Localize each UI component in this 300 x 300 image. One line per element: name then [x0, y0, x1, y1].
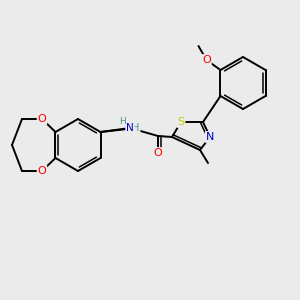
Text: O: O — [202, 55, 211, 65]
Text: H: H — [132, 123, 140, 133]
Text: H: H — [120, 118, 126, 127]
Text: N: N — [126, 123, 134, 133]
Text: O: O — [154, 148, 162, 158]
Text: S: S — [177, 117, 184, 127]
Text: O: O — [38, 114, 46, 124]
Text: O: O — [38, 166, 46, 176]
Text: N: N — [206, 132, 214, 142]
